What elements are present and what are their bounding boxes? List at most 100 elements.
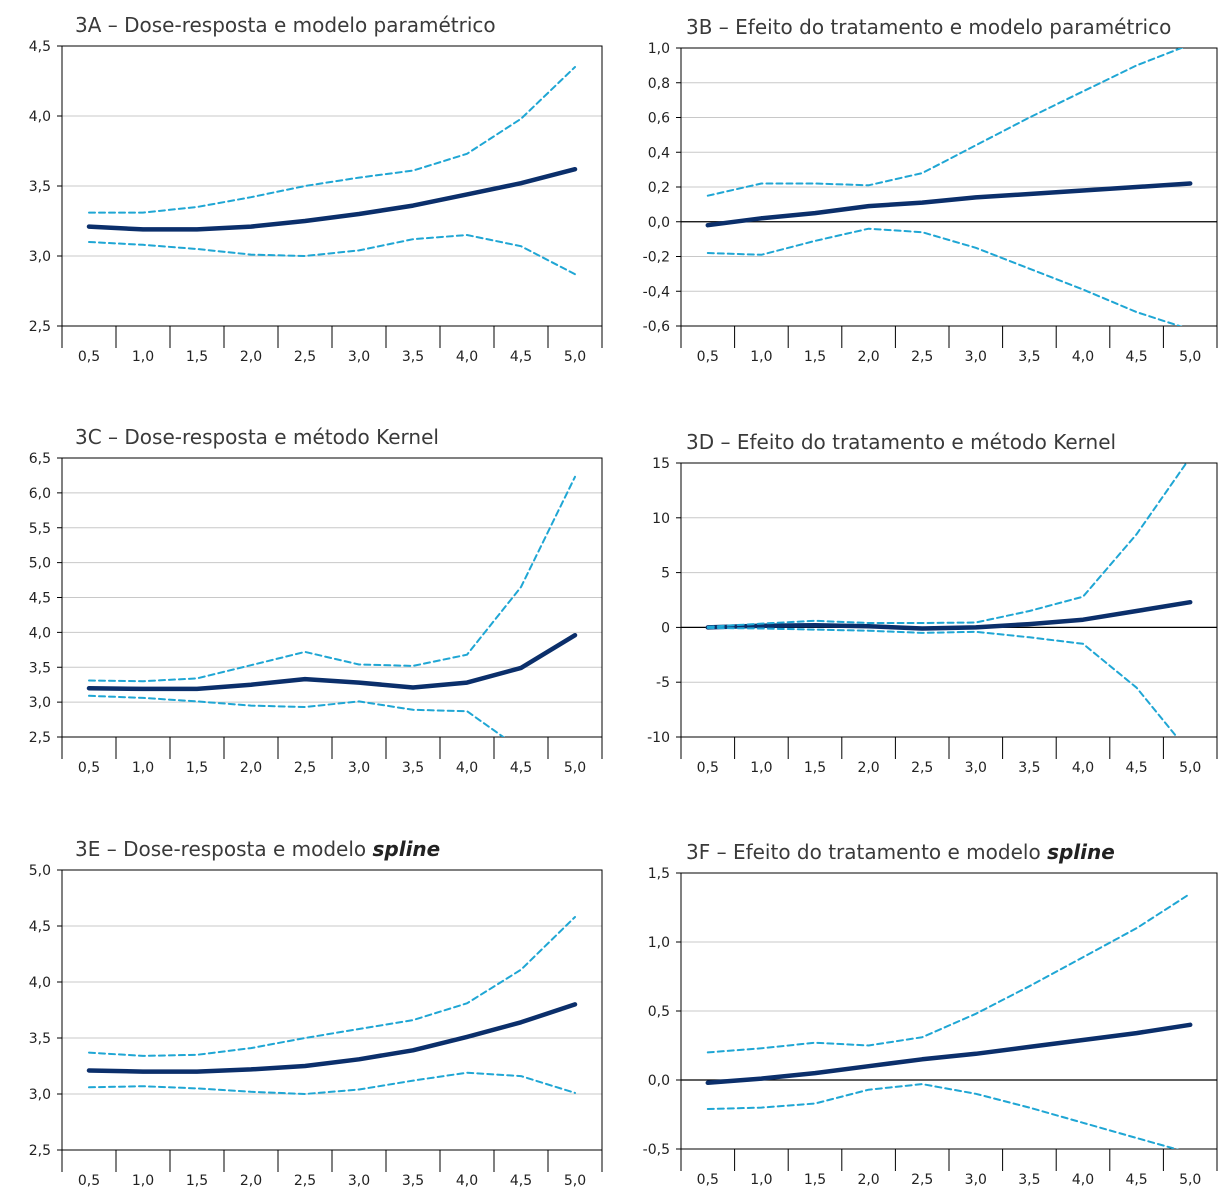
chart-3e-x-tick-label: 3,5 bbox=[402, 1173, 424, 1189]
chart-3a-upper-line bbox=[88, 66, 576, 214]
chart-3f: 3F – Efeito do tratamento e modelo splin… bbox=[643, 840, 1218, 1188]
chart-3e-x-tick-label: 2,5 bbox=[294, 1173, 316, 1189]
chart-3b-title: 3B – Efeito do tratamento e modelo param… bbox=[686, 15, 1171, 39]
chart-3e-title: 3E – Dose-resposta e modelo spline bbox=[75, 837, 440, 861]
chart-3c-y-tick-label: 6,5 bbox=[29, 451, 51, 467]
chart-3e-y-tick-label: 4,5 bbox=[29, 919, 51, 935]
chart-3b-estimate-line bbox=[705, 181, 1193, 228]
chart-3e-upper-line bbox=[88, 916, 576, 1057]
chart-3d-y-tick-label: -10 bbox=[647, 730, 670, 746]
chart-3a-x-tick-label: 2,0 bbox=[240, 349, 262, 365]
chart-3e-plot-frame bbox=[61, 869, 603, 1151]
chart-3e-x-tick-label: 5,0 bbox=[564, 1173, 586, 1189]
chart-3b-x-tick-label: 5,0 bbox=[1179, 349, 1201, 365]
chart-3f-x-tick-label: 4,5 bbox=[1125, 1172, 1147, 1188]
chart-3c-x-tick-label: 1,0 bbox=[132, 760, 154, 776]
chart-3f-estimate-line bbox=[705, 1022, 1193, 1086]
chart-3d-x-tick-label: 5,0 bbox=[1179, 760, 1201, 776]
chart-3f-x-tick-label: 2,0 bbox=[857, 1172, 879, 1188]
chart-3f-y-tick-label: 1,0 bbox=[648, 935, 670, 951]
chart-3b-y-tick-label: 0,4 bbox=[648, 145, 670, 161]
chart-3b-x-tick-label: 4,5 bbox=[1125, 349, 1147, 365]
chart-3f-lower-line bbox=[706, 1083, 1180, 1149]
chart-3a-x-tick-label: 0,5 bbox=[78, 349, 100, 365]
chart-3f-title: 3F – Efeito do tratamento e modelo splin… bbox=[686, 840, 1115, 864]
chart-3e-x-tick-label: 3,0 bbox=[348, 1173, 370, 1189]
chart-3f-x-tick-label: 0,5 bbox=[697, 1172, 719, 1188]
chart-3c-x-tick-label: 0,5 bbox=[78, 760, 100, 776]
chart-3c-y-tick-label: 5,5 bbox=[29, 521, 51, 537]
chart-3f-y-tick-label: -0,5 bbox=[643, 1142, 670, 1158]
chart-3d-x-tick-label: 1,0 bbox=[750, 760, 772, 776]
chart-3c-y-tick-label: 3,5 bbox=[29, 660, 51, 676]
chart-3a-lower-line bbox=[88, 234, 576, 276]
chart-3b-x-tick-label: 1,0 bbox=[750, 349, 772, 365]
chart-3f-x-tick-label: 1,5 bbox=[804, 1172, 826, 1188]
chart-3d-y-tick-label: 10 bbox=[652, 511, 670, 527]
chart-3a-x-tick-label: 4,5 bbox=[510, 349, 532, 365]
chart-3d-x-tick-label: 1,5 bbox=[804, 760, 826, 776]
chart-3d-plot-frame bbox=[680, 462, 1218, 738]
chart-3b-y-tick-label: -0,4 bbox=[643, 284, 670, 300]
chart-3d-y-tick-label: 15 bbox=[652, 456, 670, 472]
chart-3e-estimate-line bbox=[86, 1002, 578, 1074]
chart-3e-x-tick-label: 2,0 bbox=[240, 1173, 262, 1189]
chart-3b-y-tick-label: -0,2 bbox=[643, 250, 670, 266]
chart-3b-x-tick-label: 1,5 bbox=[804, 349, 826, 365]
chart-3d-upper-line bbox=[706, 463, 1188, 628]
chart-3a-title: 3A – Dose-resposta e modelo paramétrico bbox=[75, 13, 496, 37]
chart-3d-x-tick-label: 4,0 bbox=[1072, 760, 1094, 776]
chart-3c-x-tick-label: 2,0 bbox=[240, 760, 262, 776]
chart-3e: 3E – Dose-resposta e modelo spline 2,5 3,0… bbox=[29, 837, 603, 1189]
chart-3b-lower-line bbox=[706, 227, 1183, 326]
chart-3e-lower-line bbox=[88, 1071, 576, 1095]
chart-3d-title: 3D – Efeito do tratamento e método Kerne… bbox=[686, 430, 1116, 454]
chart-3a: 3A – Dose-resposta e modelo paramétrico 2… bbox=[29, 13, 603, 365]
chart-3b-y-tick-label: 1,0 bbox=[648, 41, 670, 57]
chart-3c-x-tick-label: 3,0 bbox=[348, 760, 370, 776]
chart-3d: 3D – Efeito do tratamento e método Kerne… bbox=[647, 430, 1218, 776]
chart-3b-y-tick-label: -0,6 bbox=[643, 319, 670, 335]
chart-3b-y-tick-label: 0,6 bbox=[648, 111, 670, 127]
chart-3c-title: 3C – Dose-resposta e método Kernel bbox=[75, 425, 439, 449]
chart-3e-x-tick-label: 0,5 bbox=[78, 1173, 100, 1189]
chart-3c-y-tick-label: 5,0 bbox=[29, 556, 51, 572]
chart-3e-y-tick-label: 3,5 bbox=[29, 1031, 51, 1047]
chart-3a-y-tick-label: 3,0 bbox=[29, 249, 51, 265]
chart-3f-x-tick-label: 1,0 bbox=[750, 1172, 772, 1188]
chart-3d-y-tick-label: 5 bbox=[661, 566, 670, 582]
chart-3c-x-tick-label: 3,5 bbox=[402, 760, 424, 776]
chart-3f-y-tick-label: 0,5 bbox=[648, 1004, 670, 1020]
chart-3d-lower-line bbox=[706, 626, 1179, 737]
chart-3f-x-tick-label: 3,5 bbox=[1018, 1172, 1040, 1188]
chart-3a-y-tick-label: 3,5 bbox=[29, 179, 51, 195]
chart-3d-y-tick-label: -5 bbox=[656, 675, 670, 691]
chart-3e-x-tick-label: 4,5 bbox=[510, 1173, 532, 1189]
chart-3b-x-tick-label: 3,5 bbox=[1018, 349, 1040, 365]
chart-3e-y-tick-label: 3,0 bbox=[29, 1087, 51, 1103]
chart-3c-x-tick-label: 4,5 bbox=[510, 760, 532, 776]
chart-3b-x-tick-label: 2,5 bbox=[911, 349, 933, 365]
chart-3c-estimate-line bbox=[86, 632, 578, 692]
chart-3f-x-tick-label: 3,0 bbox=[965, 1172, 987, 1188]
chart-3c-y-tick-label: 6,0 bbox=[29, 486, 51, 502]
chart-3b-upper-line bbox=[706, 48, 1184, 197]
chart-3f-upper-line bbox=[706, 892, 1192, 1054]
chart-3a-x-tick-label: 3,5 bbox=[402, 349, 424, 365]
chart-3b-y-tick-label: 0,2 bbox=[648, 180, 670, 196]
chart-3f-y-tick-label: 0,0 bbox=[648, 1073, 670, 1089]
chart-3b-x-tick-label: 2,0 bbox=[857, 349, 879, 365]
chart-3b-y-tick-label: 0,8 bbox=[648, 76, 670, 92]
chart-3c: 3C – Dose-resposta e método Kernel 2,5 3,0… bbox=[29, 425, 603, 776]
chart-3a-x-tick-label: 2,5 bbox=[294, 349, 316, 365]
chart-3a-y-tick-label: 2,5 bbox=[29, 319, 51, 335]
chart-3c-y-tick-label: 3,0 bbox=[29, 695, 51, 711]
chart-3a-x-tick-label: 3,0 bbox=[348, 349, 370, 365]
chart-3d-estimate-line bbox=[705, 599, 1193, 631]
chart-3e-y-tick-label: 2,5 bbox=[29, 1143, 51, 1159]
chart-3c-x-tick-label: 4,0 bbox=[456, 760, 478, 776]
chart-3d-y-tick-label: 0 bbox=[661, 620, 670, 636]
chart-3c-x-tick-label: 1,5 bbox=[186, 760, 208, 776]
chart-3a-estimate-line bbox=[86, 166, 578, 232]
